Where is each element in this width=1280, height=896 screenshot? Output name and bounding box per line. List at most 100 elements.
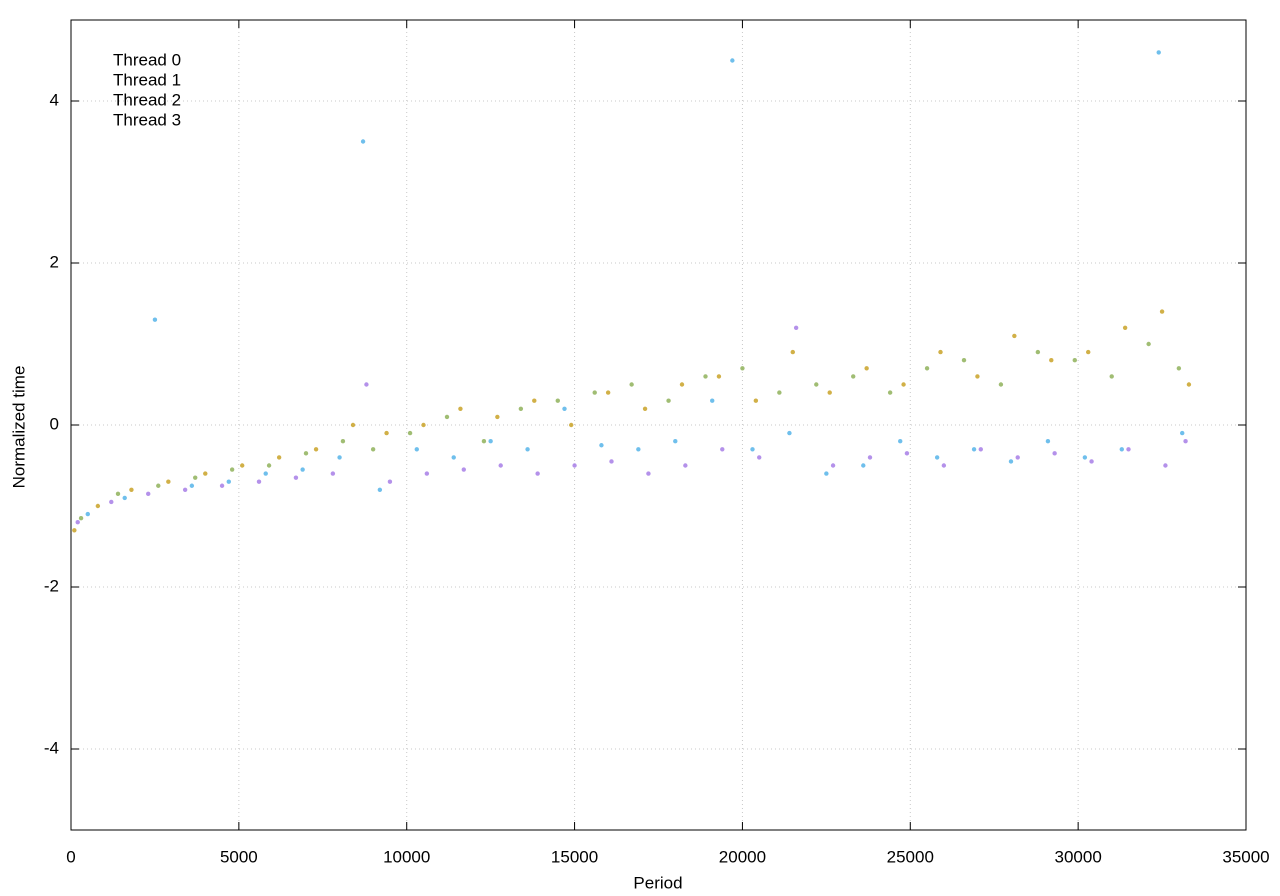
point	[998, 382, 1004, 387]
legend-label: Thread 2	[113, 90, 181, 109]
point	[152, 317, 158, 322]
point	[337, 455, 342, 460]
point	[360, 139, 366, 144]
point	[266, 463, 272, 468]
point	[293, 475, 299, 480]
point	[787, 430, 792, 436]
point	[971, 447, 977, 452]
point	[240, 463, 245, 468]
point	[901, 382, 906, 387]
point	[1082, 455, 1088, 460]
point	[753, 398, 759, 403]
point	[303, 451, 309, 456]
point	[757, 455, 762, 460]
point	[750, 447, 755, 452]
point	[1008, 459, 1014, 464]
point	[740, 366, 745, 371]
point	[75, 520, 80, 525]
x-tick-label: 15000	[551, 847, 598, 866]
point	[370, 447, 376, 452]
point	[1119, 447, 1124, 452]
point	[1052, 451, 1057, 456]
point	[904, 451, 910, 456]
point	[1015, 455, 1020, 460]
point	[182, 487, 188, 492]
point	[313, 447, 319, 452]
point	[407, 430, 413, 436]
point	[777, 390, 782, 395]
point	[666, 398, 671, 403]
point	[384, 430, 389, 436]
point	[642, 406, 648, 411]
point	[1126, 447, 1131, 452]
point	[867, 455, 873, 460]
point	[562, 406, 567, 411]
x-tick-label: 0	[66, 847, 75, 866]
point	[189, 483, 195, 488]
point	[166, 479, 171, 484]
point	[85, 511, 90, 517]
point	[673, 439, 678, 444]
point	[461, 467, 466, 472]
point	[636, 447, 641, 452]
point	[156, 483, 161, 488]
point	[300, 467, 305, 472]
y-tick-label: 0	[50, 414, 59, 433]
point	[458, 406, 463, 411]
point	[1035, 349, 1041, 355]
point	[555, 398, 560, 403]
point	[1186, 382, 1192, 387]
point	[1146, 341, 1151, 347]
point	[830, 463, 836, 468]
point	[203, 471, 208, 476]
point	[330, 471, 336, 476]
point	[978, 447, 983, 452]
point	[498, 463, 503, 468]
point	[790, 349, 795, 355]
point	[609, 459, 614, 464]
point	[851, 374, 856, 379]
point	[1183, 439, 1188, 444]
point	[599, 443, 604, 448]
point	[340, 439, 346, 444]
point	[122, 495, 127, 501]
point	[444, 414, 450, 420]
point	[532, 398, 537, 403]
point	[605, 390, 611, 395]
point	[710, 398, 715, 403]
point	[109, 499, 114, 505]
point	[226, 479, 231, 484]
point	[377, 487, 383, 492]
point	[720, 447, 725, 452]
point	[592, 390, 597, 395]
point	[1086, 349, 1091, 355]
point	[1180, 430, 1185, 436]
point	[824, 471, 829, 476]
point	[193, 475, 198, 480]
point	[421, 422, 426, 428]
point	[898, 439, 903, 444]
point	[263, 471, 268, 476]
point	[1109, 374, 1114, 379]
point	[518, 406, 524, 411]
point	[115, 491, 121, 497]
point	[793, 325, 799, 330]
x-tick-label: 20000	[719, 847, 766, 866]
legend-label: Thread 3	[113, 110, 181, 129]
point	[276, 455, 282, 460]
point	[934, 455, 940, 460]
point	[364, 382, 369, 387]
point	[629, 382, 634, 387]
point	[1089, 459, 1094, 464]
point	[975, 374, 980, 379]
point	[481, 439, 487, 444]
legend-label: Thread 0	[113, 50, 181, 69]
point	[535, 471, 540, 476]
point	[1163, 463, 1168, 468]
points	[72, 50, 1192, 533]
point	[827, 390, 832, 395]
x-tick-label: 35000	[1222, 847, 1269, 866]
point	[219, 483, 225, 488]
